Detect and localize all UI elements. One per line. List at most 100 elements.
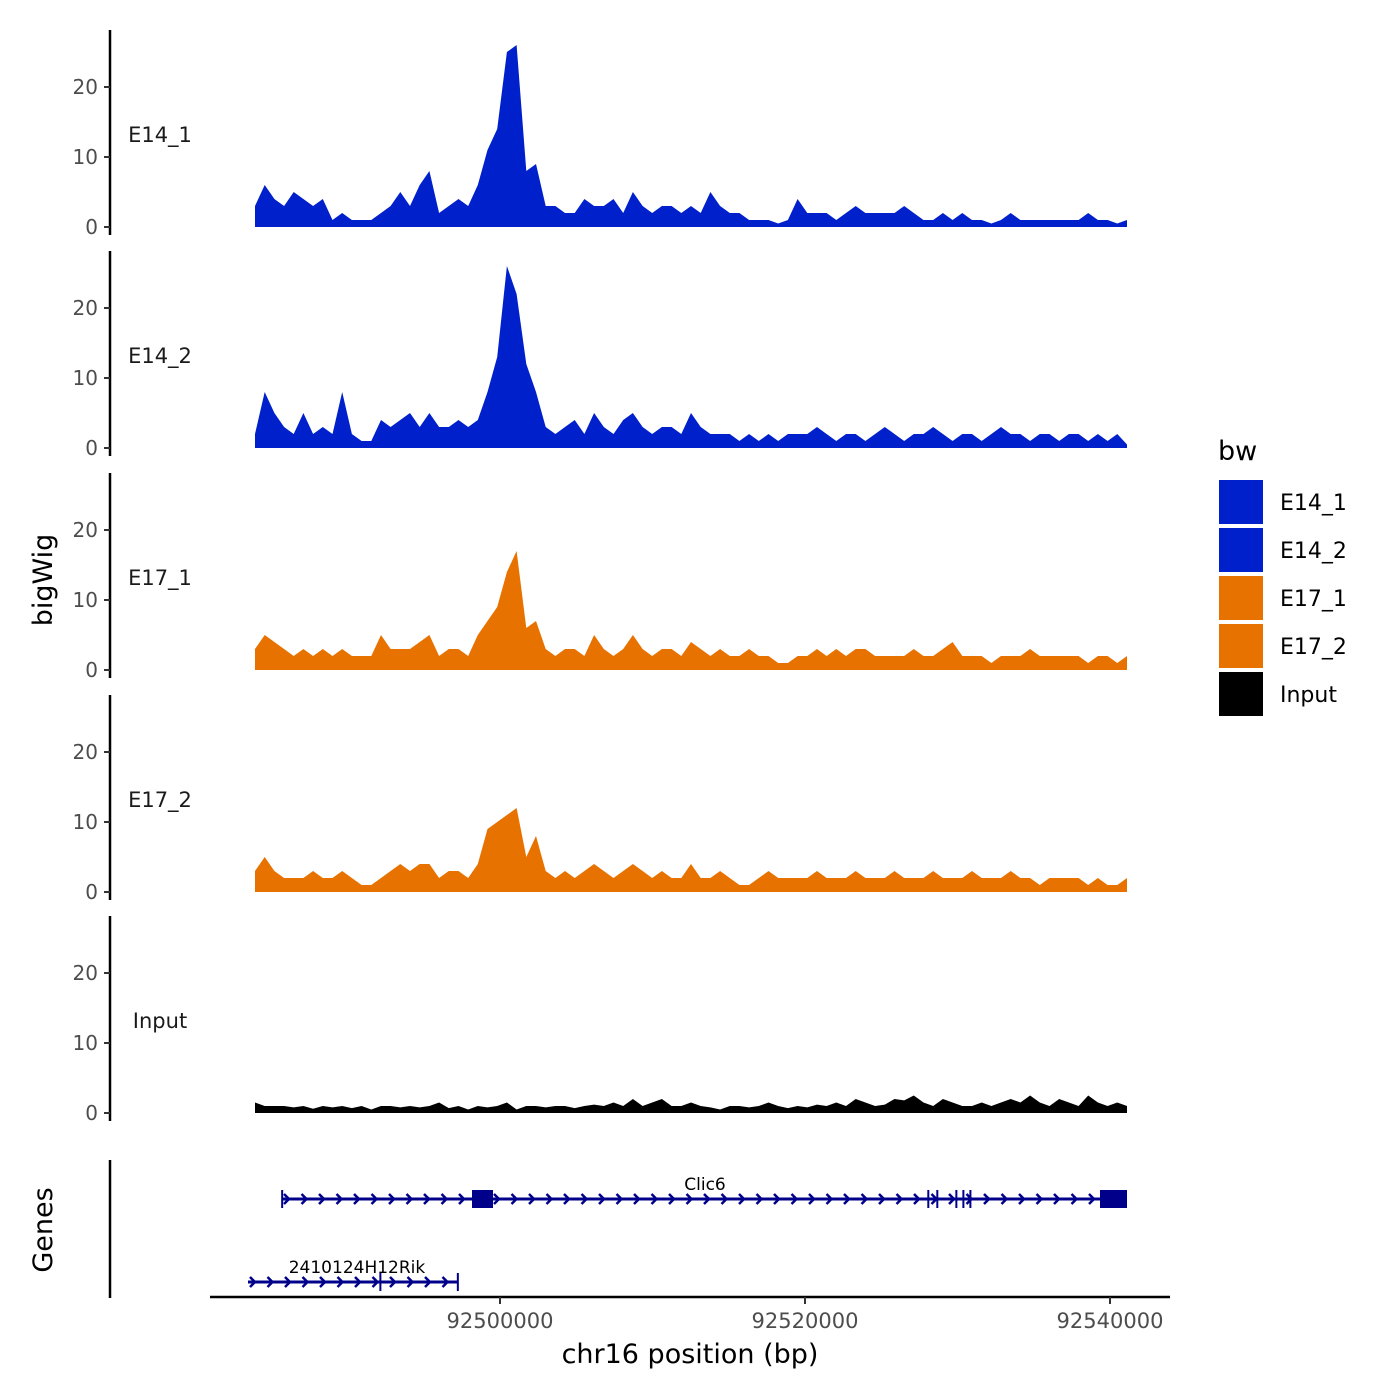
strand-arrow-icon	[389, 1276, 397, 1288]
strand-arrow-icon	[808, 1193, 816, 1205]
track-label: E14_2	[128, 344, 192, 369]
gene-exon	[472, 1190, 494, 1208]
y-tick-label: 20	[73, 296, 98, 320]
strand-arrow-icon	[545, 1193, 554, 1205]
y-tick-label: 10	[73, 145, 98, 169]
strand-arrow-icon	[353, 1193, 361, 1205]
strand-arrow-icon	[615, 1193, 624, 1205]
strand-arrow-icon	[860, 1193, 869, 1205]
track-label: E17_1	[128, 566, 192, 591]
strand-arrow-icon	[249, 1276, 257, 1288]
y-axis-title: bigWig	[28, 534, 59, 627]
gene-label: Clic6	[684, 1175, 725, 1195]
strand-arrow-icon	[633, 1193, 641, 1205]
gene-label: 2410124H12Rik	[289, 1258, 426, 1278]
y-tick-label: 20	[73, 518, 98, 542]
legend-swatch	[1219, 576, 1263, 620]
y-tick-label: 20	[73, 961, 98, 985]
strand-arrow-icon	[440, 1193, 449, 1205]
strand-arrow-icon	[300, 1193, 309, 1205]
legend-label: E14_2	[1280, 539, 1347, 564]
strand-arrow-icon	[528, 1193, 536, 1205]
y-tick-label: 20	[73, 740, 98, 764]
strand-arrow-icon	[424, 1276, 432, 1288]
signal-area-e14_2	[254, 266, 1128, 448]
strand-arrow-icon	[738, 1193, 746, 1205]
legend-swatch	[1219, 528, 1263, 572]
strand-arrow-icon	[650, 1193, 659, 1205]
strand-arrow-icon	[878, 1193, 886, 1205]
y-tick-label: 0	[85, 215, 98, 239]
y-tick-label: 10	[73, 810, 98, 834]
strand-arrow-icon	[370, 1193, 379, 1205]
strand-arrow-icon	[825, 1193, 834, 1205]
gene-exon	[955, 1190, 958, 1208]
strand-arrow-icon	[843, 1193, 851, 1205]
strand-arrow-icon	[1053, 1193, 1061, 1205]
strand-arrow-icon	[913, 1193, 921, 1205]
strand-arrow-icon	[790, 1193, 799, 1205]
strand-arrow-icon	[668, 1193, 676, 1205]
legend-label: E14_1	[1280, 491, 1347, 516]
legend-label: E17_1	[1280, 587, 1347, 612]
strand-arrow-icon	[423, 1193, 431, 1205]
strand-arrow-icon	[406, 1276, 415, 1288]
x-axis-title: chr16 position (bp)	[562, 1339, 819, 1370]
strand-arrow-icon	[703, 1193, 711, 1205]
y-tick-label: 0	[85, 436, 98, 460]
y-tick-label: 0	[85, 880, 98, 904]
strand-arrow-icon	[371, 1276, 380, 1288]
signal-area-e17_1	[254, 551, 1128, 670]
legend-title: bw	[1218, 436, 1257, 467]
legend-label: E17_2	[1280, 635, 1347, 660]
gene-exon	[379, 1273, 382, 1291]
strand-arrow-icon	[458, 1193, 466, 1205]
strand-arrow-icon	[388, 1193, 396, 1205]
signal-area-e14_1	[254, 45, 1128, 227]
legend-swatch	[1219, 480, 1263, 524]
strand-arrow-icon	[318, 1193, 326, 1205]
strand-arrow-icon	[301, 1276, 310, 1288]
x-tick-label: 92500000	[447, 1309, 554, 1333]
strand-arrow-icon	[1035, 1193, 1044, 1205]
gene-exon	[969, 1190, 972, 1208]
strand-arrow-icon	[720, 1193, 729, 1205]
x-tick-label: 92520000	[752, 1309, 859, 1333]
gene-exon	[456, 1273, 459, 1291]
y-tick-label: 0	[85, 1101, 98, 1125]
gene-exon	[281, 1190, 284, 1208]
legend-label: Input	[1280, 683, 1337, 708]
strand-arrow-icon	[510, 1193, 519, 1205]
y-tick-label: 10	[73, 366, 98, 390]
strand-arrow-icon	[563, 1193, 571, 1205]
gene-exon	[1099, 1190, 1128, 1208]
strand-arrow-icon	[354, 1276, 362, 1288]
strand-arrow-icon	[1088, 1193, 1096, 1205]
strand-arrow-icon	[948, 1193, 956, 1205]
signal-area-input	[254, 1095, 1128, 1113]
strand-arrow-icon	[773, 1193, 781, 1205]
strand-arrow-icon	[335, 1193, 344, 1205]
track-label: E14_1	[128, 123, 192, 148]
y-tick-label: 10	[73, 1031, 98, 1055]
x-tick-label: 92540000	[1057, 1309, 1164, 1333]
strand-arrow-icon	[284, 1276, 292, 1288]
gene-exon	[936, 1190, 939, 1208]
legend-swatch	[1219, 624, 1263, 668]
strand-arrow-icon	[1070, 1193, 1079, 1205]
gene-exon	[962, 1190, 965, 1208]
strand-arrow-icon	[685, 1193, 694, 1205]
y-tick-label: 10	[73, 588, 98, 612]
strand-arrow-icon	[598, 1193, 606, 1205]
track-label: E17_2	[128, 788, 192, 813]
strand-arrow-icon	[895, 1193, 904, 1205]
strand-arrow-icon	[441, 1276, 450, 1288]
strand-arrow-icon	[283, 1193, 291, 1205]
strand-arrow-icon	[319, 1276, 327, 1288]
strand-arrow-icon	[493, 1193, 501, 1205]
strand-arrow-icon	[405, 1193, 414, 1205]
strand-arrow-icon	[336, 1276, 345, 1288]
strand-arrow-icon	[580, 1193, 589, 1205]
gene-exon	[927, 1190, 930, 1208]
